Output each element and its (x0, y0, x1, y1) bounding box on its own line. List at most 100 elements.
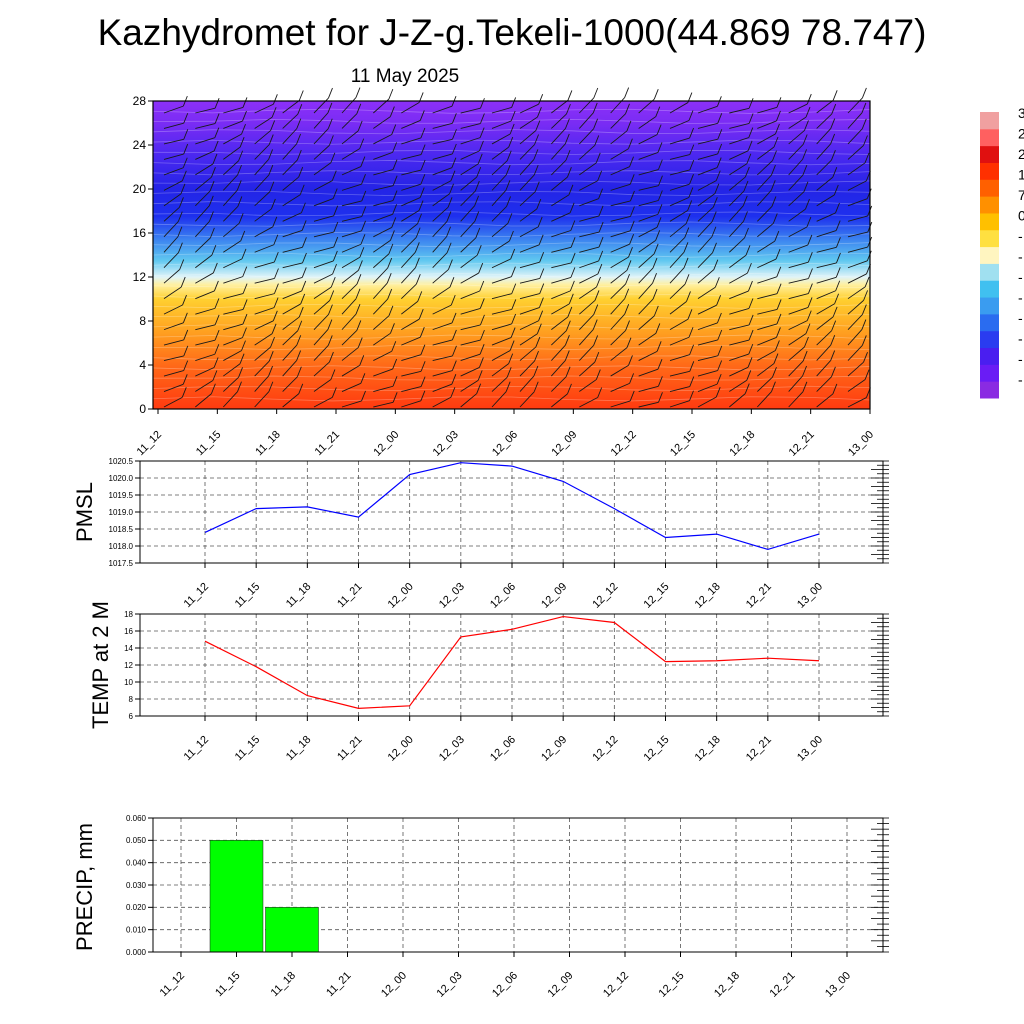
wind-barb-flag (361, 190, 367, 202)
wind-barb (432, 383, 453, 392)
wind-barb (401, 137, 422, 145)
wind-barb (254, 278, 275, 284)
wind-barb (195, 237, 211, 253)
wind-barb-flag (302, 237, 307, 248)
wind-barb (432, 105, 453, 114)
wind-barb-flag (475, 227, 481, 239)
wind-barb-flag (242, 327, 247, 338)
wind-barb (341, 113, 358, 129)
wind-barb (519, 244, 540, 253)
wind-barb (313, 198, 334, 207)
heatmap-ytick-label: 0 (139, 402, 146, 416)
wind-barb (460, 137, 481, 145)
wind-barb-flag (179, 259, 185, 270)
wind-barb (697, 105, 718, 114)
wind-barb-flag (863, 135, 868, 146)
wind-barb (491, 258, 511, 269)
wind-barb-flag (239, 136, 245, 148)
colorbar-swatch (980, 330, 999, 349)
heatmap-xtick-label: 12_09 (549, 429, 579, 459)
wind-barb (816, 143, 831, 160)
wind-barb-flag (832, 306, 838, 318)
wind-barb-flag (392, 175, 398, 186)
wind-barb (254, 333, 273, 346)
wind-barb (163, 286, 182, 300)
wind-barb-flag (684, 227, 690, 238)
wind-barb-flag (296, 335, 302, 346)
pmsl-xtick-label: 11_12 (182, 581, 212, 611)
wind-barb (373, 267, 388, 284)
wind-barb (491, 240, 510, 253)
wind-barb (432, 304, 452, 315)
wind-barb-flag (268, 381, 274, 392)
wind-barb (816, 194, 835, 207)
wind-barb-flag (392, 392, 398, 403)
wind-barb (551, 159, 567, 176)
wind-barb (195, 254, 213, 269)
wind-barb-flag (627, 138, 633, 149)
wind-barb (579, 361, 596, 377)
wind-barb (460, 272, 479, 284)
wind-barb (757, 293, 778, 300)
wind-barb-flag (683, 242, 689, 253)
wind-barb (282, 316, 300, 330)
wind-barb (847, 273, 867, 284)
wind-barb (432, 269, 449, 284)
wind-barb-flag (742, 195, 748, 206)
wind-barb-flag (419, 110, 425, 121)
wind-barb (729, 366, 749, 377)
wind-barb-flag (804, 120, 809, 131)
wind-barb (401, 370, 422, 377)
wind-barb-flag (296, 350, 302, 361)
wind-barb (254, 360, 270, 377)
wind-barb-flag (745, 245, 751, 256)
wind-barb (341, 313, 357, 330)
wind-barb (223, 206, 239, 222)
wind-barb-flag (327, 319, 333, 330)
wind-barb-flag (387, 288, 393, 300)
colorbar-swatch (980, 246, 999, 264)
wind-barb-flag (748, 127, 754, 138)
wind-barb-flag (538, 94, 544, 105)
wind-barb-flag (807, 283, 813, 294)
wind-barb-flag (803, 181, 809, 192)
wind-barb-flag (831, 103, 837, 115)
wind-barb (757, 376, 773, 392)
wind-barb-flag (653, 243, 659, 254)
wind-barb (729, 353, 749, 362)
wind-barb (254, 226, 274, 238)
wind-barb (816, 230, 837, 238)
wind-barb (669, 336, 690, 346)
wind-barb-flag (689, 344, 695, 355)
wind-barb (432, 138, 453, 145)
wind-barb-flag (415, 274, 421, 285)
wind-barb (638, 239, 656, 253)
wind-barb (491, 308, 512, 315)
wind-barb (401, 386, 422, 392)
wind-barb-flag (629, 373, 635, 384)
wind-barb (519, 360, 535, 377)
wind-barb-flag (864, 276, 870, 288)
wind-barb (401, 197, 421, 207)
pmsl-ytick-label: 1020.0 (109, 474, 134, 483)
wind-barb (223, 363, 241, 377)
wind-barb-flag (419, 187, 425, 198)
wind-barb-flag (360, 234, 366, 245)
pmsl-ytick-label: 1018.5 (109, 525, 134, 534)
precip-xtick-label: 12_03 (435, 970, 465, 1000)
wind-barb (638, 213, 659, 222)
wind-barb-flag (652, 272, 657, 284)
wind-barb-flag (209, 227, 215, 239)
wind-barb-flag (240, 230, 246, 242)
wind-barb (223, 240, 241, 253)
wind-barb-flag (451, 360, 457, 371)
wind-barb-flag (177, 226, 183, 237)
wind-barb (401, 237, 417, 253)
wind-barb-flag (268, 134, 274, 145)
wind-barb-flag (564, 350, 570, 361)
wind-barb (341, 230, 362, 238)
wind-barb-flag (183, 143, 189, 155)
wind-barb (551, 262, 572, 269)
wind-barb (282, 393, 300, 408)
wind-barb (282, 376, 298, 392)
